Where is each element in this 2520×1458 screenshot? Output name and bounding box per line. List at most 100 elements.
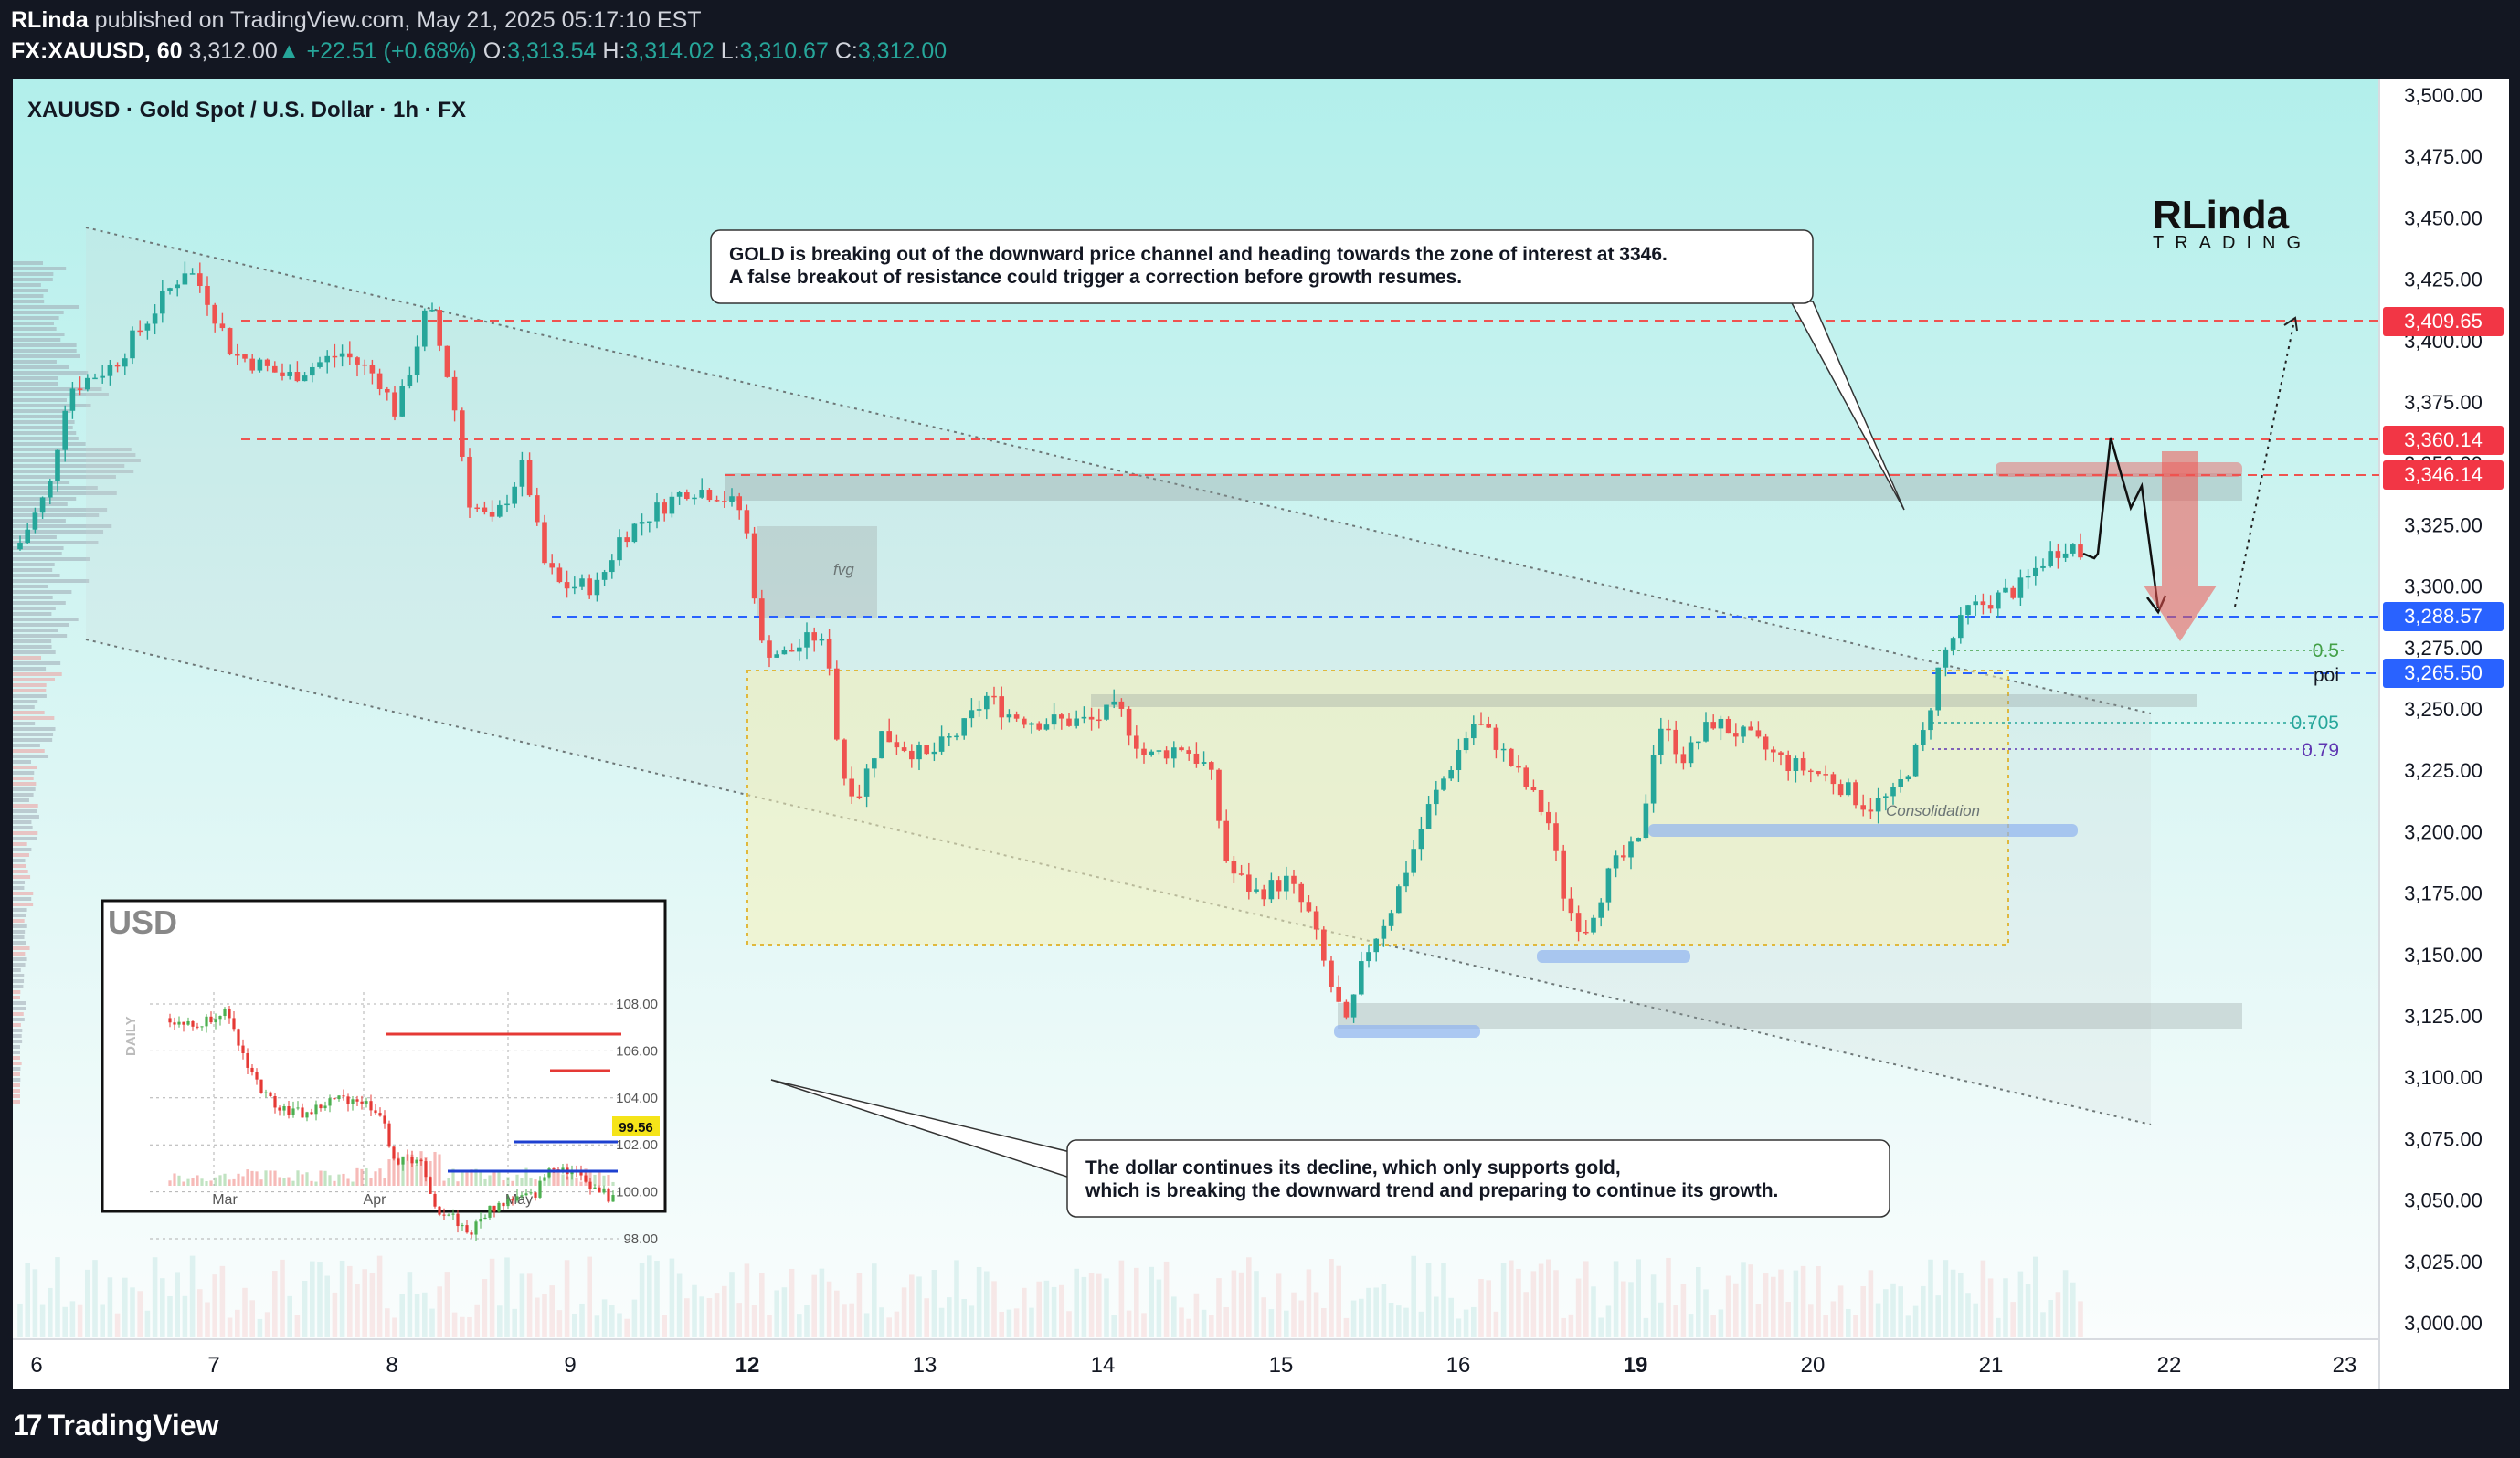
profile-row <box>13 360 57 364</box>
volume-bar <box>1388 1303 1394 1337</box>
inset-vol-bar <box>611 1181 615 1186</box>
open-label: O: <box>482 38 508 64</box>
profile-row <box>13 459 141 462</box>
candle-body <box>1231 861 1237 874</box>
profile-row <box>13 749 45 753</box>
time-axis-ticks[interactable]: 6 7 8 9 12 13 14 15 16 19 20 21 22 23 <box>30 1353 2356 1378</box>
price-tag-3265[interactable]: 3,265.50 <box>2383 659 2504 688</box>
inset-vol-bar <box>291 1180 295 1186</box>
volume-bar <box>489 1258 495 1337</box>
candle-body <box>1987 605 1994 609</box>
price-tag-3409[interactable]: 3,409.65 <box>2383 307 2504 336</box>
volume-bar <box>1636 1259 1641 1337</box>
candle-body <box>1126 708 1132 736</box>
candle-body <box>107 364 113 376</box>
candle-body <box>1928 710 1933 731</box>
candle-body <box>1912 745 1919 777</box>
inset-vol-bar <box>196 1175 199 1186</box>
volume-bar <box>1478 1279 1484 1337</box>
volume-bar <box>624 1318 630 1337</box>
price-tick-label: 3,050.00 <box>2404 1189 2483 1212</box>
inset-body <box>173 1022 176 1025</box>
price-tag-3346[interactable]: 3,346.14 <box>2383 460 2504 490</box>
candle-body <box>1793 758 1799 771</box>
profile-row <box>13 486 98 490</box>
candle-body <box>849 778 854 797</box>
inset-body <box>588 1181 592 1189</box>
volume-bar <box>1553 1270 1559 1337</box>
tradingview-logo[interactable]: 17 TradingView <box>13 1409 219 1442</box>
volume-bar <box>1366 1287 1371 1337</box>
inset-body <box>415 1159 418 1164</box>
candle-body <box>684 492 690 500</box>
candle-body <box>1373 938 1379 953</box>
inset-body <box>419 1159 423 1162</box>
volume-bar <box>579 1303 585 1337</box>
candle-body <box>48 481 53 498</box>
volume-bar <box>781 1287 788 1337</box>
volume-bar <box>1074 1268 1079 1337</box>
usd-inset[interactable]: USD DAILY 108.00 106.00 104.00 102.00 100.00… <box>101 899 667 1247</box>
symbol-label[interactable]: FX:XAUUSD, 60 <box>11 38 183 64</box>
candle-body <box>1605 868 1612 903</box>
candle-body <box>1643 803 1649 839</box>
volume-bar <box>1912 1305 1919 1337</box>
price-axis-ticks[interactable]: 3,500.003,475.003,450.003,425.003,400.00… <box>2404 84 2483 1335</box>
volume-bar <box>991 1281 997 1337</box>
candle-body <box>579 578 585 587</box>
profile-row <box>13 689 47 692</box>
author-name[interactable]: RLinda <box>11 7 89 33</box>
inset-vol-bar <box>497 1171 501 1186</box>
volume-bar <box>1350 1300 1357 1337</box>
volume-bar <box>954 1260 959 1337</box>
callout-top[interactable] <box>710 229 1814 304</box>
chart-area[interactable]: GOLD is breaking out of the downward pri… <box>13 79 2509 1389</box>
profile-row <box>13 1007 26 1010</box>
volume-bar <box>594 1315 600 1337</box>
inset-body <box>177 1021 181 1025</box>
chart-legend[interactable]: XAUUSD · Gold Spot / U.S. Dollar · 1h · … <box>27 98 466 122</box>
candle-body <box>1118 701 1125 709</box>
profile-row <box>13 831 38 835</box>
candle-body <box>287 372 292 376</box>
candle-body <box>122 358 128 367</box>
price-tag-3360[interactable]: 3,360.14 <box>2383 426 2504 455</box>
inset-vol-bar <box>264 1170 268 1186</box>
profile-row <box>13 557 90 561</box>
volume-bar <box>2040 1312 2046 1337</box>
candle-body <box>759 598 765 641</box>
profile-row <box>13 343 77 347</box>
callout-bottom[interactable] <box>1066 1139 1890 1218</box>
candlestick-series[interactable] <box>17 261 2083 1023</box>
volume-bar <box>1943 1260 1949 1337</box>
ohlc-line: FX:XAUUSD, 60 3,312.00▲ +22.51 (+0.68%) … <box>11 38 947 65</box>
volume-bar <box>699 1296 704 1337</box>
inset-body <box>250 1067 254 1072</box>
volume-bar <box>676 1273 683 1337</box>
inset-body <box>360 1101 364 1104</box>
inset-body <box>456 1213 460 1227</box>
volume-bar <box>931 1270 937 1337</box>
inset-y-tick: 108.00 <box>616 997 658 1012</box>
inset-vol-bar <box>461 1171 464 1186</box>
candle-body <box>160 291 165 314</box>
profile-row <box>13 766 37 769</box>
inset-vol-bar <box>556 1170 560 1186</box>
volume-bar <box>55 1257 60 1337</box>
price-tag-3288[interactable]: 3,288.57 <box>2383 602 2504 631</box>
volume-bar <box>1785 1301 1791 1337</box>
callout-top-line1: GOLD is breaking out of the downward pri… <box>729 244 1668 265</box>
inset-vol-bar <box>314 1181 318 1186</box>
fib-label-0705: 0.705 <box>2291 713 2339 734</box>
volume-bar <box>1022 1287 1027 1337</box>
inset-vol-bar <box>593 1174 597 1186</box>
candle-body <box>767 640 772 658</box>
chart-svg[interactable]: GOLD is breaking out of the downward pri… <box>13 79 2509 1389</box>
profile-row <box>13 623 69 627</box>
candle-body <box>1636 838 1641 842</box>
volume-bar <box>744 1263 750 1337</box>
profile-row <box>13 864 26 868</box>
profile-row <box>13 946 30 950</box>
volume-bar <box>1628 1282 1634 1337</box>
volume-bar <box>212 1274 217 1337</box>
